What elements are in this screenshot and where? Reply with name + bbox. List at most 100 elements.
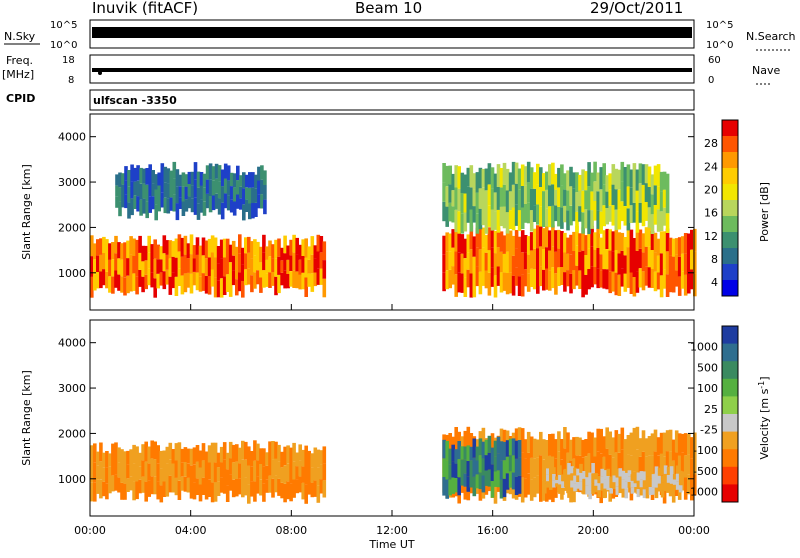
velocity-cell xyxy=(611,457,616,479)
power-cell xyxy=(599,237,603,255)
power-cell xyxy=(545,171,549,190)
velocity-cell xyxy=(256,443,260,461)
power-cell xyxy=(175,169,180,187)
velocity-cell xyxy=(529,458,534,480)
velocity-cell xyxy=(445,460,449,480)
velocity-cell xyxy=(597,483,601,491)
power-cell xyxy=(114,235,118,254)
power-cell xyxy=(245,187,249,200)
power-cell xyxy=(96,272,100,289)
power-cell xyxy=(448,184,452,203)
velocity-cell xyxy=(561,488,565,495)
power-cell xyxy=(219,258,224,279)
power-cell xyxy=(481,266,486,286)
velocity-cell xyxy=(648,478,653,487)
power-cell xyxy=(490,209,495,231)
velocity-cell xyxy=(292,461,296,480)
power-cell xyxy=(117,258,121,275)
power-cell xyxy=(208,196,213,213)
velocity-cell xyxy=(283,446,287,466)
velocity-cell xyxy=(636,488,641,498)
power-cell xyxy=(184,186,189,200)
power-cell xyxy=(186,258,191,273)
power-cell xyxy=(208,163,213,180)
power-cell xyxy=(472,173,477,190)
power-cell xyxy=(490,267,495,287)
velocity-cell xyxy=(481,427,486,452)
power-cell xyxy=(141,245,145,262)
velocity-cell xyxy=(575,436,579,456)
velocity-cell xyxy=(147,463,151,481)
power-cell xyxy=(511,184,516,208)
power-cell xyxy=(481,187,486,207)
power-cell xyxy=(605,208,609,225)
power-cell xyxy=(578,251,582,271)
velocity-cell xyxy=(582,486,586,495)
freq-unit: [MHz] xyxy=(2,68,34,81)
power-cell xyxy=(572,270,576,290)
power-cell xyxy=(199,172,204,186)
velocity-cell xyxy=(171,449,176,464)
power-cell xyxy=(650,194,655,215)
power-cell xyxy=(623,186,628,206)
power-cell xyxy=(542,191,546,210)
velocity-cell xyxy=(645,477,650,488)
power-cell xyxy=(532,205,537,222)
power-cell xyxy=(457,232,461,253)
power-cell xyxy=(671,274,676,293)
velocity-cell xyxy=(201,443,206,461)
power-cell xyxy=(181,187,186,202)
power-cell xyxy=(593,201,597,221)
power-cell xyxy=(514,204,519,226)
velocity-cell xyxy=(502,429,507,454)
power-cell xyxy=(499,206,504,227)
power-cell xyxy=(469,187,474,210)
power-cell xyxy=(626,208,631,231)
velocity-cell xyxy=(259,479,263,496)
power-cell xyxy=(635,271,640,293)
power-ylabel: Slant Range [km] xyxy=(20,164,33,260)
power-cell xyxy=(499,251,504,273)
power-cell xyxy=(469,249,474,274)
power-cell xyxy=(526,254,531,274)
velocity-cell xyxy=(585,477,589,486)
power-cell xyxy=(280,272,284,286)
power-cell xyxy=(668,255,673,274)
velocity-colorbar-tick: 500 xyxy=(697,361,718,374)
power-cell xyxy=(635,229,640,251)
power-cell xyxy=(683,274,688,296)
velocity-colorbar-label: Velocity [m s-1] xyxy=(757,376,771,459)
power-cell xyxy=(545,190,549,209)
power-cell xyxy=(605,175,609,192)
velocity-cell xyxy=(114,442,118,459)
power-cell xyxy=(499,168,504,188)
velocity-cell xyxy=(147,446,151,464)
power-cell xyxy=(304,277,308,297)
power-cell xyxy=(487,205,492,227)
velocity-cell xyxy=(584,456,588,474)
velocity-cell xyxy=(481,441,486,459)
velocity-cell xyxy=(469,433,474,454)
time-tick-label: 00:00 xyxy=(678,524,710,537)
velocity-colorbar-segment xyxy=(722,484,738,503)
power-cell xyxy=(536,204,540,225)
velocity-cell xyxy=(108,480,112,494)
power-cell xyxy=(187,184,192,197)
velocity-cell xyxy=(445,479,449,499)
power-cell xyxy=(232,173,237,188)
power-cell xyxy=(499,272,504,293)
velocity-cell xyxy=(653,451,658,473)
power-cell xyxy=(560,249,564,267)
power-cell xyxy=(257,194,261,209)
power-colorbar-segment xyxy=(722,248,738,265)
power-cell xyxy=(671,238,676,257)
power-cell xyxy=(508,172,513,192)
velocity-cell xyxy=(90,464,94,483)
velocity-cell xyxy=(605,448,609,471)
velocity-cell xyxy=(555,479,559,484)
power-cell xyxy=(523,203,528,223)
power-cell xyxy=(120,243,124,260)
power-cell xyxy=(454,209,458,233)
power-cell xyxy=(310,254,315,274)
